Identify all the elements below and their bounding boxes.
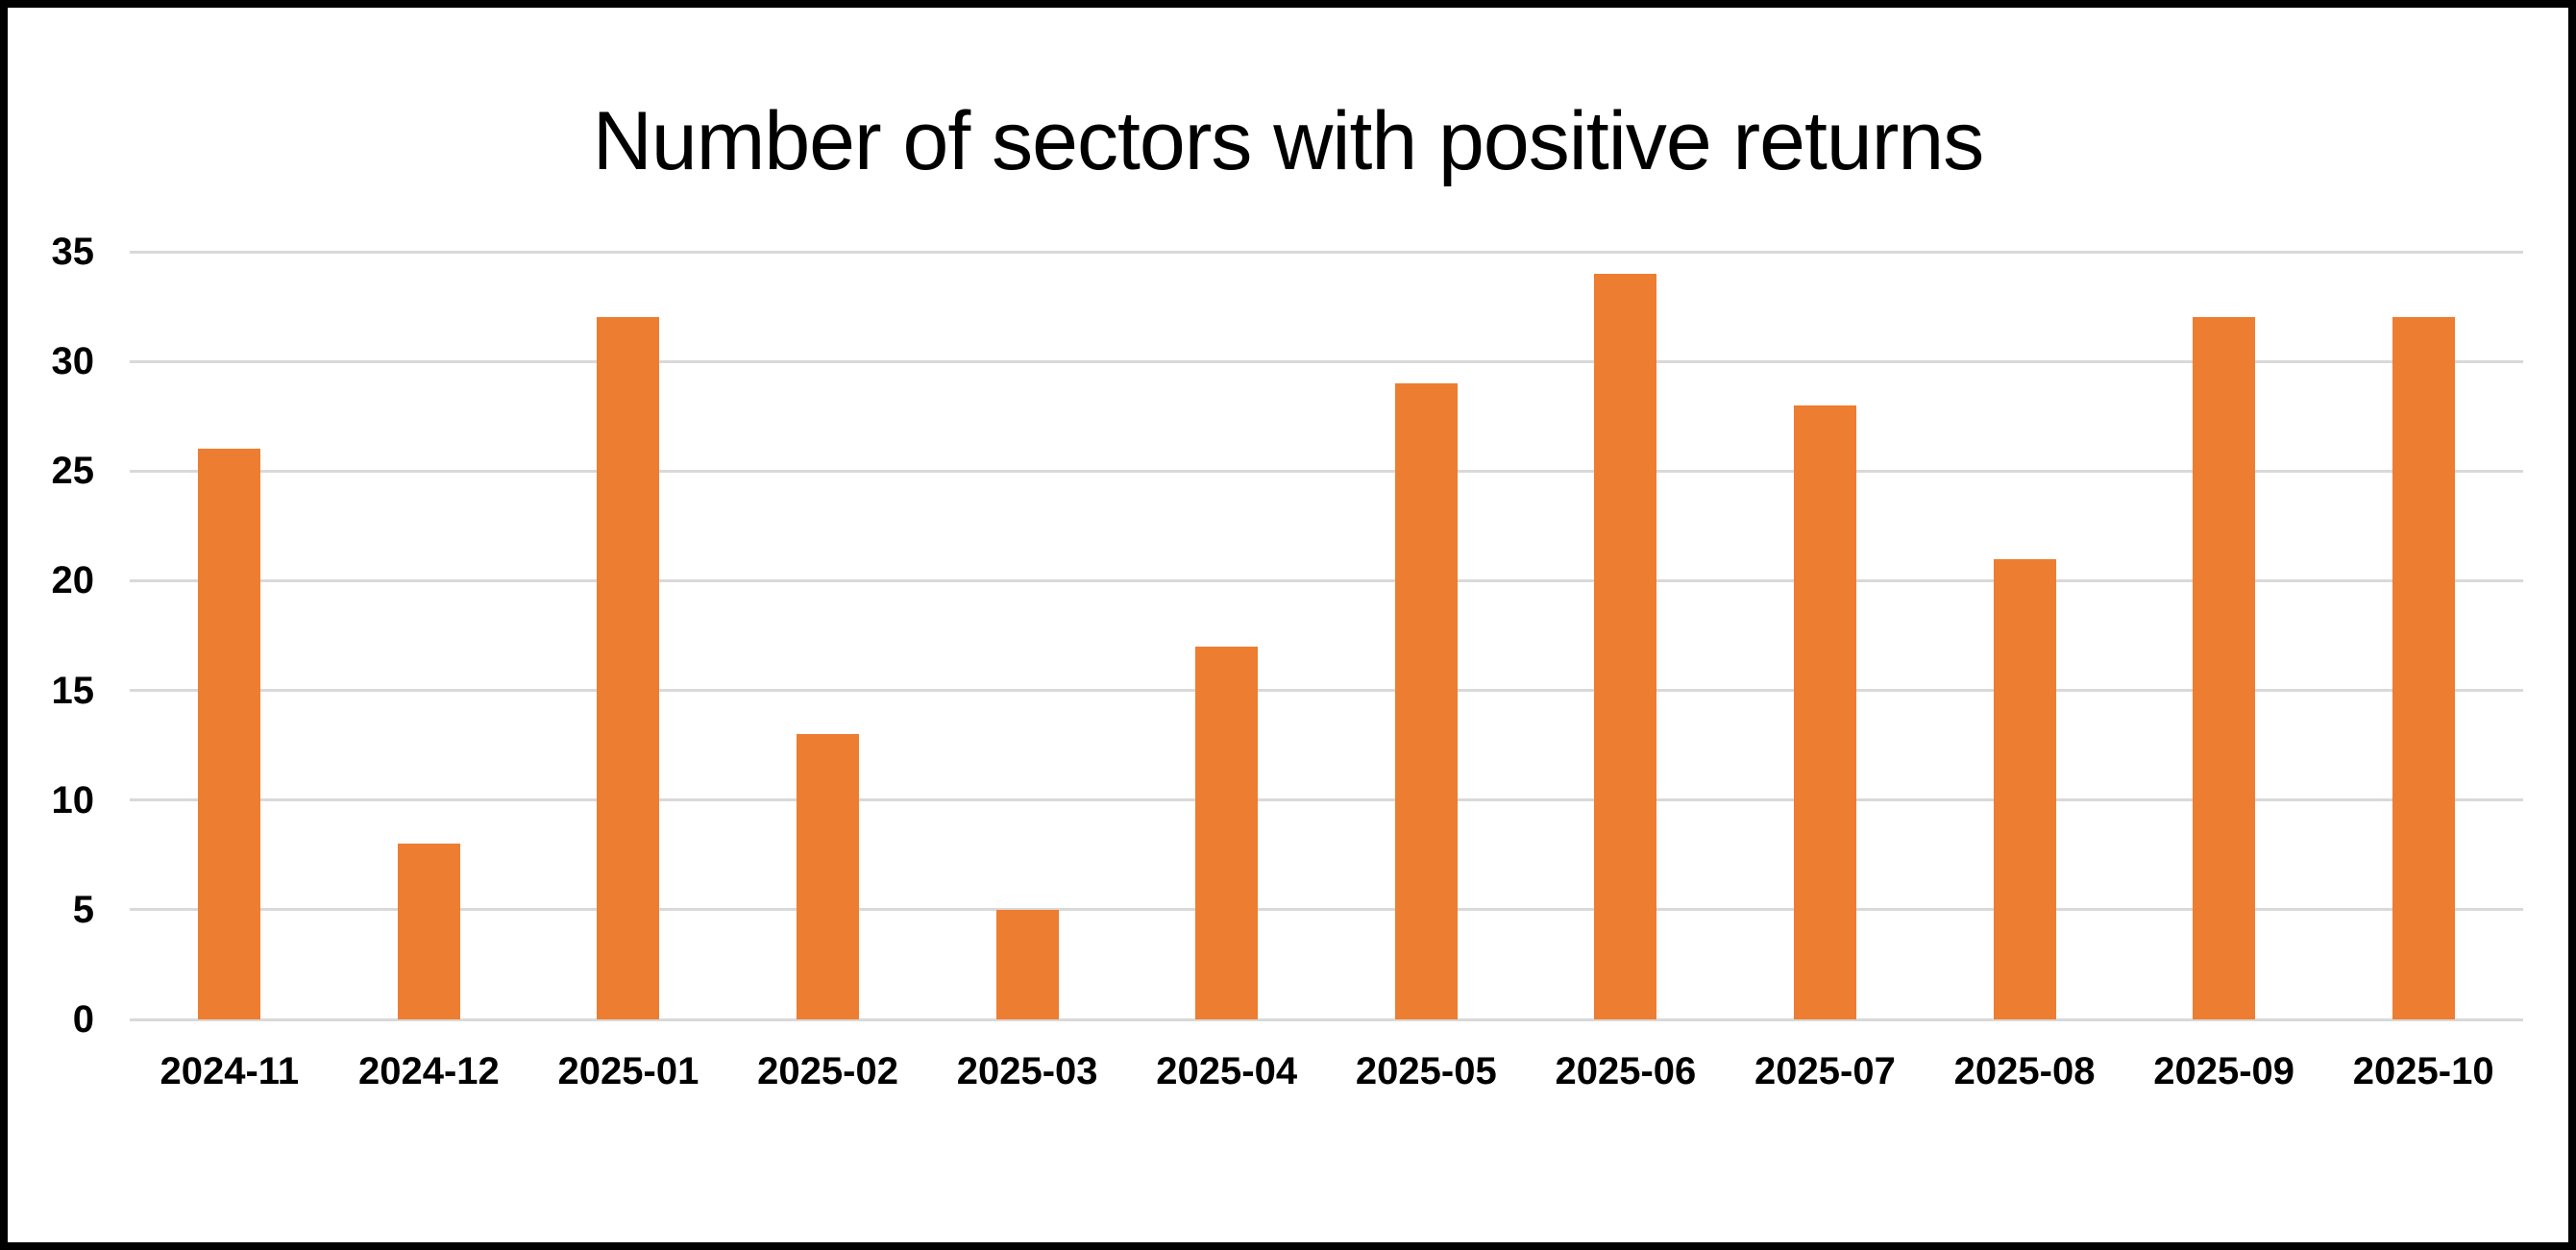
bar-2025-10 xyxy=(2392,317,2455,1019)
y-gridline xyxy=(130,689,2523,693)
x-axis-tick-label: 2025-05 xyxy=(1355,1050,1497,1092)
x-axis-tick-label: 2025-01 xyxy=(557,1050,699,1092)
x-axis-tick-label: 2025-04 xyxy=(1156,1050,1298,1092)
x-axis-tick-label: 2025-06 xyxy=(1555,1050,1697,1092)
y-gridline xyxy=(130,359,2523,363)
bar-2025-02 xyxy=(797,734,860,1019)
y-axis-tick-label: 10 xyxy=(51,778,95,821)
y-axis-tick-label: 0 xyxy=(72,998,94,1041)
bar-2024-12 xyxy=(397,844,460,1019)
bar-2025-06 xyxy=(1594,274,1657,1019)
bar-2025-01 xyxy=(597,317,660,1019)
y-axis-tick-label: 25 xyxy=(51,450,95,493)
y-gridline xyxy=(130,908,2523,912)
x-axis-tick-label: 2025-07 xyxy=(1754,1050,1896,1092)
chart-title: Number of sectors with positive returns xyxy=(592,95,1984,187)
x-axis-tick-label: 2024-12 xyxy=(357,1050,500,1092)
bar-2024-11 xyxy=(198,449,261,1019)
y-axis-tick-label: 15 xyxy=(51,669,95,712)
bar-2025-08 xyxy=(1993,559,2056,1019)
x-axis-tick-label: 2025-03 xyxy=(956,1050,1098,1092)
y-gridline xyxy=(130,798,2523,802)
y-axis-tick-label: 5 xyxy=(72,888,94,931)
y-axis-tick-label: 30 xyxy=(51,340,95,383)
bar-2025-04 xyxy=(1195,647,1259,1019)
y-axis-tick-label: 35 xyxy=(51,231,95,273)
y-gridline xyxy=(130,578,2523,582)
y-gridline xyxy=(130,469,2523,473)
x-axis-tick-label: 2025-09 xyxy=(2153,1050,2295,1092)
y-gridline xyxy=(130,1017,2523,1021)
bar-2025-07 xyxy=(1793,405,1856,1019)
x-axis-tick-label: 2025-08 xyxy=(1953,1050,2096,1092)
bar-2025-09 xyxy=(2193,317,2256,1019)
x-axis-tick-label: 2025-10 xyxy=(2352,1050,2494,1092)
x-axis-tick-label: 2025-02 xyxy=(757,1050,898,1092)
bar-2025-03 xyxy=(995,910,1059,1019)
x-axis-tick-label: 2024-11 xyxy=(159,1050,300,1092)
y-axis-tick-label: 20 xyxy=(51,559,95,602)
bar-2025-05 xyxy=(1394,383,1458,1019)
y-gridline xyxy=(130,250,2523,254)
